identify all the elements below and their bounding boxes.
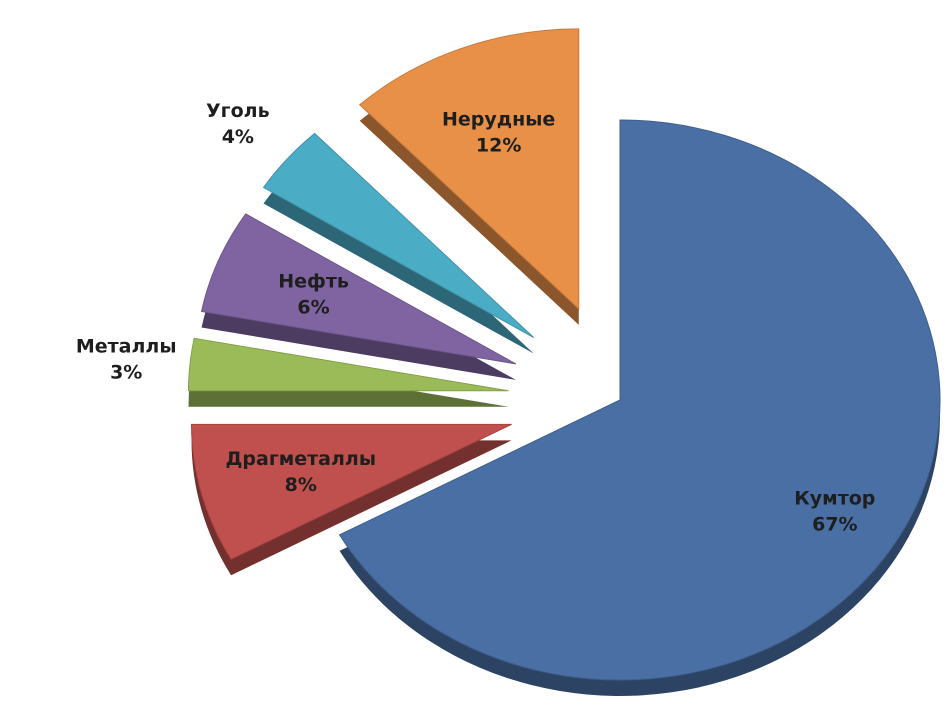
slice-value-label: 4%: [222, 126, 254, 148]
slice-value-label: 3%: [110, 362, 142, 384]
slice: [338, 119, 941, 681]
slice: [358, 28, 580, 311]
slice-label: Нерудные: [442, 108, 555, 130]
slice: [262, 132, 535, 338]
slice-label: Нефть: [278, 270, 349, 292]
slice-label: Драгметаллы: [225, 448, 376, 470]
slice-value-label: 12%: [476, 134, 521, 156]
slice-label: Уголь: [206, 100, 270, 122]
slice-label: Кумтор: [794, 488, 875, 510]
slice: [187, 337, 509, 392]
slice-label: Металлы: [76, 336, 177, 358]
slice: [191, 423, 512, 560]
slice-value-label: 67%: [812, 514, 857, 536]
slice-value-label: 8%: [285, 474, 317, 496]
slice-value-label: 6%: [297, 296, 329, 318]
slice: [200, 213, 517, 365]
